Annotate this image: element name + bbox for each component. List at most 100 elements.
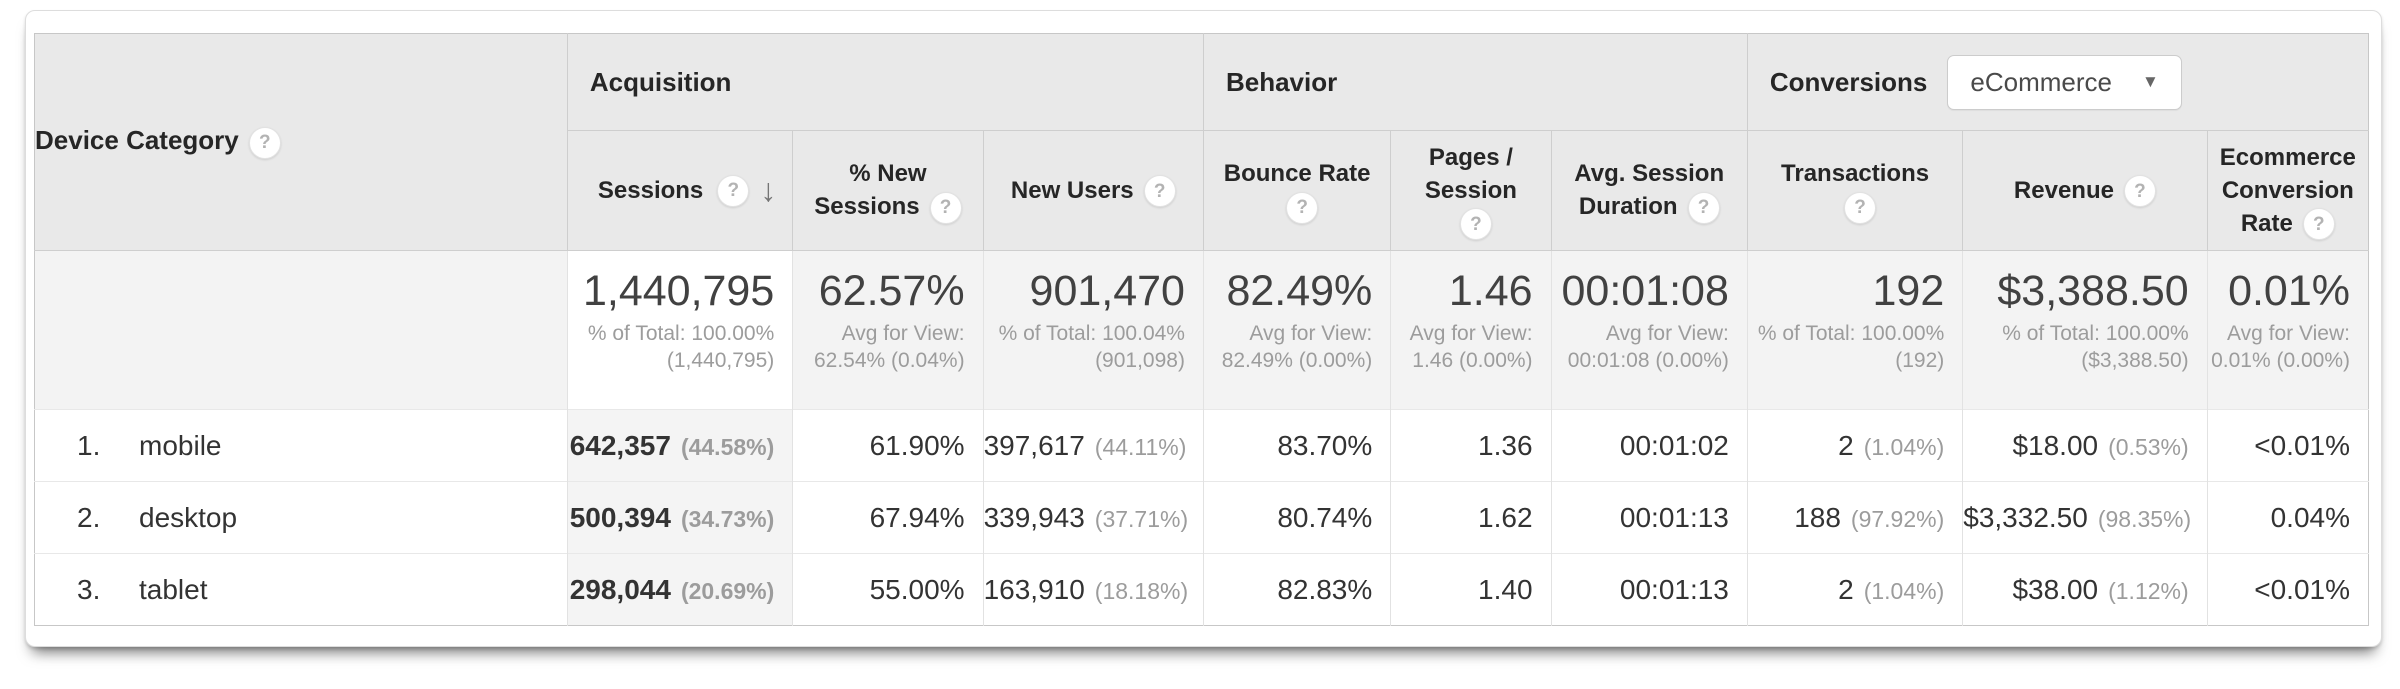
help-icon[interactable]: ? (717, 174, 750, 207)
bounce-rate-value: 83.70% (1277, 429, 1373, 461)
conversions-label: Conversions (1769, 66, 1928, 97)
row-rank: 3. (77, 573, 101, 605)
new-users-pct: (18.18%) (1094, 577, 1189, 604)
pages-session-label-line1: Pages / (1428, 143, 1513, 171)
cell-ecommerce-conversion-rate: <0.01% (2207, 409, 2369, 482)
summary-cell-transactions: 192 % of Total: 100.00% (192) (1747, 250, 1964, 410)
column-header-transactions[interactable]: Transactions? (1747, 130, 1964, 251)
revenue-pct: (0.53%) (2108, 433, 2189, 460)
summary-sessions-value: 1,440,795 (582, 267, 775, 315)
avg-session-duration-value: 00:01:13 (1619, 573, 1729, 605)
section-header-conversions: Conversions eCommerce ▼ (1747, 33, 2369, 131)
help-icon[interactable]: ? (929, 191, 962, 224)
sessions-label: Sessions (597, 177, 704, 204)
row-rank: 2. (77, 501, 101, 533)
cell-transactions: 2 (1.04%) (1747, 409, 1964, 482)
device-link[interactable]: desktop (139, 501, 238, 533)
table-row: 2. desktop 500,394 (34.73%) 67.94% 339,943… (34, 481, 2369, 554)
summary-avg-session-duration-subtext: Avg for View: 00:01:08 (0.00%) (1567, 322, 1729, 373)
summary-cell-ecommerce-conversion-rate: 0.01% Avg for View: 0.01% (0.00%) (2207, 250, 2369, 410)
transactions-pct: (1.04%) (1863, 433, 1945, 460)
conversions-type-dropdown[interactable]: eCommerce ▼ (1947, 54, 2182, 110)
cell-ecommerce-conversion-rate: <0.01% (2207, 553, 2369, 626)
device-cell: 3. tablet (34, 553, 568, 626)
new-users-pct: (37.71%) (1094, 505, 1189, 532)
sessions-pct: (20.69%) (680, 577, 775, 604)
summary-cell-bounce-rate: 82.49% Avg for View: 82.49% (0.00%) (1203, 250, 1392, 410)
cell-sessions: 642,357 (44.58%) (567, 409, 794, 482)
summary-revenue-value: $3,388.50 (1997, 267, 2189, 315)
summary-device-cell (34, 250, 568, 410)
help-icon[interactable]: ? (1687, 191, 1720, 224)
cell-revenue: $38.00 (1.12%) (1962, 553, 2208, 626)
help-icon[interactable]: ? (1143, 175, 1176, 208)
summary-bounce-rate-subtext: Avg for View: 82.49% (0.00%) (1221, 322, 1373, 373)
summary-cell-sessions: 1,440,795 % of Total: 100.00% (1,440,795… (567, 250, 794, 410)
summary-ecr-value: 0.01% (2228, 267, 2350, 315)
pct-new-sessions-value: 61.90% (869, 429, 965, 461)
transactions-label: Transactions (1781, 160, 1930, 188)
column-header-new-users[interactable]: New Users? (983, 130, 1204, 251)
cell-pages-session: 1.62 (1390, 481, 1552, 554)
column-header-pages-session[interactable]: Pages / Session? (1390, 130, 1552, 251)
bounce-rate-label: Bounce Rate (1223, 160, 1371, 188)
sessions-pct: (34.73%) (680, 505, 775, 532)
ecr-label-line3: Rate (2240, 209, 2293, 237)
cell-pct-new-sessions: 67.94% (792, 481, 984, 554)
cell-ecommerce-conversion-rate: 0.04% (2207, 481, 2369, 554)
column-header-bounce-rate[interactable]: Bounce Rate? (1203, 130, 1392, 251)
column-header-ecommerce-conversion-rate[interactable]: Ecommerce Conversion Rate? (2207, 130, 2369, 251)
summary-pct-new-sessions-value: 62.57% (818, 267, 965, 315)
cell-sessions: 500,394 (34.73%) (567, 481, 794, 554)
avg-session-duration-value: 00:01:02 (1619, 429, 1729, 461)
cell-bounce-rate: 82.83% (1203, 553, 1392, 626)
column-header-avg-session-duration[interactable]: Avg. Session Duration? (1551, 130, 1748, 251)
summary-revenue-subtext: % of Total: 100.00% ($3,388.50) (2002, 322, 2189, 373)
help-icon[interactable]: ? (1844, 191, 1877, 224)
revenue-value: $18.00 (2012, 429, 2099, 461)
transactions-value: 2 (1838, 573, 1854, 605)
cell-avg-session-duration: 00:01:02 (1551, 409, 1748, 482)
transactions-value: 188 (1794, 501, 1841, 533)
ecr-value: <0.01% (2254, 429, 2350, 461)
summary-pages-session-subtext: Avg for View: 1.46 (0.00%) (1409, 322, 1533, 373)
cell-pages-session: 1.36 (1390, 409, 1552, 482)
device-category-table: Device Category? Acquisition Behavior Co… (34, 33, 2369, 626)
column-header-revenue[interactable]: Revenue? (1962, 130, 2208, 251)
device-link[interactable]: tablet (139, 573, 208, 605)
row-rank: 1. (77, 429, 101, 461)
help-icon[interactable]: ? (1459, 208, 1492, 241)
help-icon[interactable]: ? (2302, 208, 2335, 241)
pct-new-sessions-value: 67.94% (869, 501, 965, 533)
ecr-label-line2: Conversion (2221, 176, 2354, 204)
acquisition-label: Acquisition (589, 66, 732, 97)
table-row: 3. tablet 298,044 (20.69%) 55.00% 163,910 (… (34, 553, 2369, 626)
summary-sessions-subtext: % of Total: 100.00% (1,440,795) (587, 322, 775, 373)
column-header-pct-new-sessions[interactable]: % New Sessions? (792, 130, 984, 251)
ecr-label-line1: Ecommerce (2219, 143, 2356, 171)
column-header-sessions[interactable]: Sessions? ↓ (567, 130, 794, 251)
cell-bounce-rate: 80.74% (1203, 481, 1392, 554)
help-icon[interactable]: ? (1286, 191, 1319, 224)
new-users-value: 339,943 (983, 501, 1085, 533)
summary-new-users-value: 901,470 (1029, 267, 1185, 315)
cell-transactions: 2 (1.04%) (1747, 553, 1964, 626)
summary-row: 1,440,795 % of Total: 100.00% (1,440,795… (34, 250, 2369, 410)
help-icon[interactable]: ? (248, 126, 281, 159)
avg-session-duration-label-line1: Avg. Session (1574, 160, 1725, 188)
new-users-value: 163,910 (983, 573, 1085, 605)
cell-avg-session-duration: 00:01:13 (1551, 553, 1748, 626)
column-header-row: Sessions? ↓ % New Sessions? New Users? Bou… (35, 130, 2369, 251)
help-icon[interactable]: ? (2123, 175, 2156, 208)
summary-new-users-subtext: % of Total: 100.04% (901,098) (998, 322, 1185, 373)
cell-revenue: $18.00 (0.53%) (1962, 409, 2208, 482)
column-header-device-category[interactable]: Device Category? (34, 33, 568, 251)
analytics-report-card: Device Category? Acquisition Behavior Co… (25, 10, 2382, 647)
cell-new-users: 339,943 (37.71%) (983, 481, 1204, 554)
summary-avg-session-duration-value: 00:01:08 (1561, 267, 1729, 315)
device-link[interactable]: mobile (139, 429, 222, 461)
section-header-row: Device Category? Acquisition Behavior Co… (34, 33, 2369, 251)
cell-pct-new-sessions: 61.90% (792, 409, 984, 482)
section-header-behavior: Behavior (1203, 33, 1748, 131)
conversions-type-value: eCommerce (1970, 66, 2112, 97)
